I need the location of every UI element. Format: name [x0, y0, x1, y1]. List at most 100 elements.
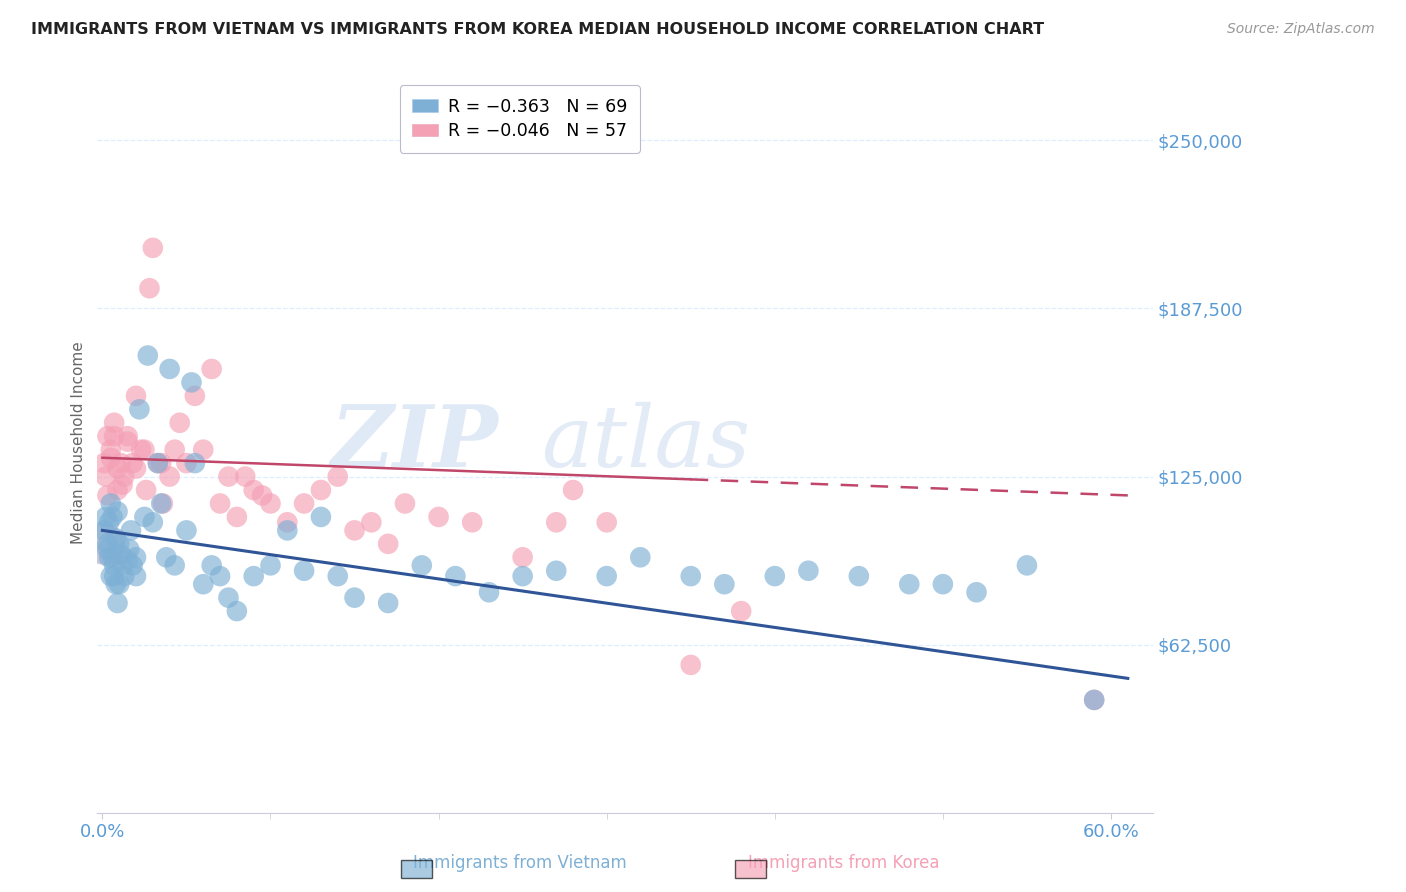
Point: [180, 376, 202, 390]
Point: [93, 456, 115, 470]
Point: [96, 488, 118, 502]
Point: [209, 569, 232, 583]
Point: [546, 516, 568, 530]
Point: [250, 488, 273, 502]
Point: [679, 657, 702, 672]
Point: [98, 550, 121, 565]
Point: [848, 569, 870, 583]
Point: [309, 483, 332, 497]
Point: [217, 591, 239, 605]
Point: [112, 469, 135, 483]
Point: [142, 516, 165, 530]
Point: [100, 450, 122, 465]
Text: Immigrants from Vietnam: Immigrants from Vietnam: [413, 855, 627, 872]
Point: [209, 496, 232, 510]
Point: [461, 516, 484, 530]
Point: [562, 483, 585, 497]
Point: [797, 564, 820, 578]
Point: [111, 558, 134, 573]
Point: [117, 429, 139, 443]
Point: [193, 442, 215, 457]
Text: ZIP: ZIP: [330, 401, 499, 484]
Point: [377, 596, 399, 610]
Point: [679, 569, 702, 583]
Point: [93, 537, 115, 551]
Point: [276, 524, 298, 538]
Point: [117, 434, 139, 449]
Point: [1015, 558, 1038, 573]
Point: [898, 577, 921, 591]
Point: [394, 496, 416, 510]
Point: [309, 510, 332, 524]
Point: [150, 496, 173, 510]
Point: [259, 558, 281, 573]
Point: [546, 564, 568, 578]
Point: [159, 469, 181, 483]
Text: IMMIGRANTS FROM VIETNAM VS IMMIGRANTS FROM KOREA MEDIAN HOUSEHOLD INCOME CORRELA: IMMIGRANTS FROM VIETNAM VS IMMIGRANTS FR…: [31, 22, 1045, 37]
Point: [128, 402, 150, 417]
Point: [125, 569, 148, 583]
Point: [103, 569, 125, 583]
Point: [163, 442, 186, 457]
Point: [343, 591, 366, 605]
Point: [201, 362, 224, 376]
Point: [100, 569, 122, 583]
Point: [98, 516, 121, 530]
Point: [96, 537, 118, 551]
Point: [242, 483, 264, 497]
Point: [292, 564, 315, 578]
Point: [176, 456, 198, 470]
Point: [343, 524, 366, 538]
Point: [377, 537, 399, 551]
Point: [184, 389, 207, 403]
Point: [176, 524, 198, 538]
Point: [104, 532, 127, 546]
Point: [512, 550, 534, 565]
Point: [118, 542, 141, 557]
Point: [163, 558, 186, 573]
Point: [966, 585, 988, 599]
Point: [326, 569, 349, 583]
Text: atlas: atlas: [541, 401, 749, 484]
Point: [101, 550, 124, 565]
Point: [193, 577, 215, 591]
Point: [142, 241, 165, 255]
Point: [103, 416, 125, 430]
Point: [276, 516, 298, 530]
Point: [138, 281, 160, 295]
Point: [1083, 693, 1105, 707]
Point: [125, 550, 148, 565]
Point: [292, 496, 315, 510]
Point: [125, 389, 148, 403]
Point: [512, 569, 534, 583]
Point: [259, 496, 281, 510]
Point: [136, 349, 159, 363]
Point: [134, 442, 156, 457]
Point: [360, 516, 382, 530]
Point: [596, 569, 619, 583]
Point: [326, 469, 349, 483]
Point: [217, 469, 239, 483]
Point: [110, 548, 132, 562]
Point: [121, 456, 143, 470]
Point: [225, 604, 247, 618]
Point: [107, 596, 129, 610]
Point: [427, 510, 450, 524]
Point: [134, 510, 156, 524]
Point: [596, 516, 619, 530]
Point: [1083, 693, 1105, 707]
Point: [108, 577, 131, 591]
Point: [135, 483, 157, 497]
Point: [225, 510, 247, 524]
Point: [103, 558, 125, 573]
Point: [94, 469, 117, 483]
Point: [713, 577, 735, 591]
Point: [628, 550, 651, 565]
Point: [201, 558, 224, 573]
Point: [932, 577, 955, 591]
Point: [411, 558, 433, 573]
Point: [100, 442, 122, 457]
Point: [96, 542, 118, 557]
Point: [159, 362, 181, 376]
Point: [107, 504, 129, 518]
